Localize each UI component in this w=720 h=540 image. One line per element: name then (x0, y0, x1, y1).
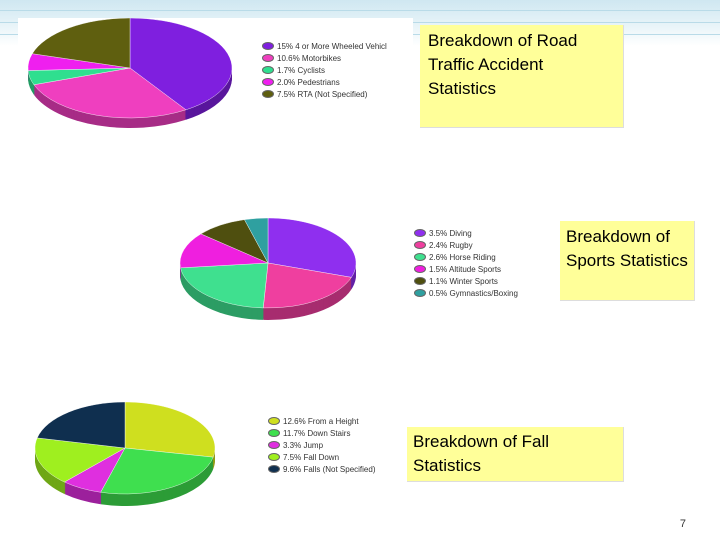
legend-item: 9.6% Falls (Not Specified) (268, 463, 375, 475)
pie-slice (244, 217, 269, 264)
page-number: 7 (679, 518, 686, 530)
legend-swatch (414, 289, 426, 297)
legend-swatch (414, 253, 426, 261)
legend-label: 12.6% From a Height (283, 416, 359, 426)
legend-label: 2.4% Rugby (429, 240, 473, 250)
legend-label: 15% 4 or More Wheeled Vehicl (277, 41, 387, 51)
legend-item: 1.1% Winter Sports (414, 275, 518, 287)
pie-slice (100, 447, 214, 495)
legend-label: 2.0% Pedestrians (277, 77, 340, 87)
fall-legend: 12.6% From a Height 11.7% Down Stairs 3.3%… (268, 415, 375, 475)
legend-label: 2.6% Horse Riding (429, 252, 496, 262)
pie-slice (263, 262, 352, 309)
road-accident-legend: 15% 4 or More Wheeled Vehicl 10.6% Motorb… (262, 40, 387, 100)
pie-slice (267, 217, 357, 278)
sports-chart: 3.5% Diving 2.4% Rugby 2.6% Horse Riding 1.… (178, 205, 556, 330)
pie-slice (34, 437, 126, 483)
legend-item: 10.6% Motorbikes (262, 52, 387, 64)
pie-slice (180, 262, 269, 309)
legend-item: 2.4% Rugby (414, 239, 518, 251)
legend-item: 7.5% Fall Down (268, 451, 375, 463)
legend-label: 11.7% Down Stairs (283, 428, 351, 438)
sports-pie (179, 217, 357, 320)
pie-slice (124, 401, 216, 458)
pie-slice (33, 67, 187, 119)
legend-swatch (414, 277, 426, 285)
legend-item: 11.7% Down Stairs (268, 427, 375, 439)
road-accident-pie (27, 18, 233, 128)
legend-swatch (262, 90, 274, 98)
legend-swatch (268, 465, 280, 473)
legend-item: 12.6% From a Height (268, 415, 375, 427)
pie-slice (36, 401, 126, 449)
legend-label: 0.5% Gymnastics/Boxing (429, 288, 518, 298)
pie-slice (179, 233, 269, 269)
legend-label: 3.5% Diving (429, 228, 472, 238)
legend-label: 7.5% RTA (Not Specified) (277, 89, 368, 99)
legend-label: 7.5% Fall Down (283, 452, 340, 462)
legend-item: 7.5% RTA (Not Specified) (262, 88, 387, 100)
fall-pie (34, 401, 216, 506)
legend-swatch (414, 229, 426, 237)
legend-label: 10.6% Motorbikes (277, 53, 342, 63)
legend-item: 1.7% Cyclists (262, 64, 387, 76)
road-accident-chart: 15% 4 or More Wheeled Vehicl 10.6% Motorb… (18, 18, 413, 140)
legend-swatch (262, 66, 274, 74)
legend-swatch (268, 417, 280, 425)
legend-swatch (268, 441, 280, 449)
legend-label: 3.3% Jump (283, 440, 324, 450)
legend-label: 1.1% Winter Sports (429, 276, 498, 286)
legend-item: 3.3% Jump (268, 439, 375, 451)
sports-callout: Breakdown of Sports Statistics (560, 221, 695, 301)
legend-item: 3.5% Diving (414, 227, 518, 239)
legend-label: 1.7% Cyclists (277, 65, 326, 75)
fall-chart: 12.6% From a Height 11.7% Down Stairs 3.3%… (30, 390, 402, 515)
sports-legend: 3.5% Diving 2.4% Rugby 2.6% Horse Riding 1.… (414, 227, 518, 299)
legend-item: 0.5% Gymnastics/Boxing (414, 287, 518, 299)
legend-swatch (268, 429, 280, 437)
pie-slice (31, 18, 131, 69)
legend-swatch (414, 241, 426, 249)
legend-label: 1.5% Altitude Sports (429, 264, 502, 274)
legend-item: 15% 4 or More Wheeled Vehicl (262, 40, 387, 52)
legend-label: 9.6% Falls (Not Specified) (283, 464, 376, 474)
legend-item: 1.5% Altitude Sports (414, 263, 518, 275)
legend-swatch (268, 453, 280, 461)
fall-callout: Breakdown of Fall Statistics (407, 427, 624, 482)
legend-item: 2.6% Horse Riding (414, 251, 518, 263)
sports-callout-text: Breakdown of Sports Statistics (566, 227, 688, 270)
legend-swatch (262, 42, 274, 50)
legend-swatch (414, 265, 426, 273)
legend-swatch (262, 78, 274, 86)
fall-callout-text: Breakdown of Fall Statistics (413, 432, 550, 475)
road-callout-text: Breakdown of Road Traffic Accident Stati… (428, 31, 578, 98)
legend-item: 2.0% Pedestrians (262, 76, 387, 88)
road-callout: Breakdown of Road Traffic Accident Stati… (420, 25, 624, 128)
legend-swatch (262, 54, 274, 62)
